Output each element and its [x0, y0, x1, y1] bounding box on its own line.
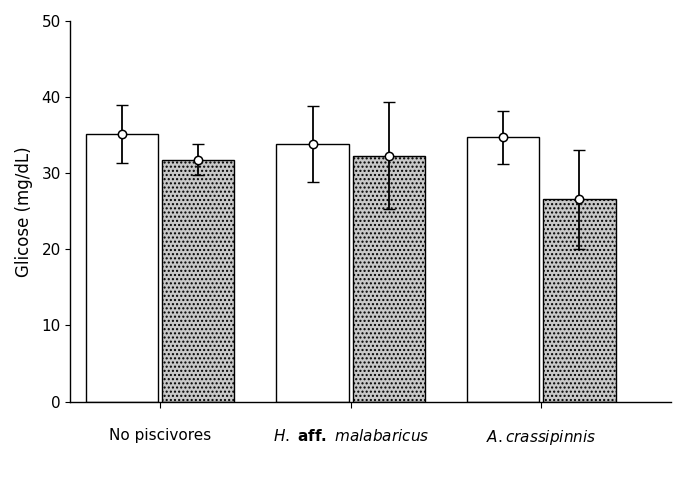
Text: $\it{A. crassipinnis}$: $\it{A. crassipinnis}$ [486, 428, 597, 447]
Text: $\it{H.}$ $\bf{aff.}$ $\it{malabaricus}$: $\it{H.}$ $\bf{aff.}$ $\it{malabaricus}$ [272, 428, 429, 444]
Bar [276, 144, 348, 401]
Y-axis label: Glicose (mg/dL): Glicose (mg/dL) [15, 146, 33, 277]
Bar [543, 199, 616, 401]
Bar [467, 138, 539, 401]
Bar [86, 134, 158, 401]
Text: No piscivores: No piscivores [109, 428, 211, 443]
Bar [353, 156, 425, 401]
Bar [162, 159, 235, 401]
